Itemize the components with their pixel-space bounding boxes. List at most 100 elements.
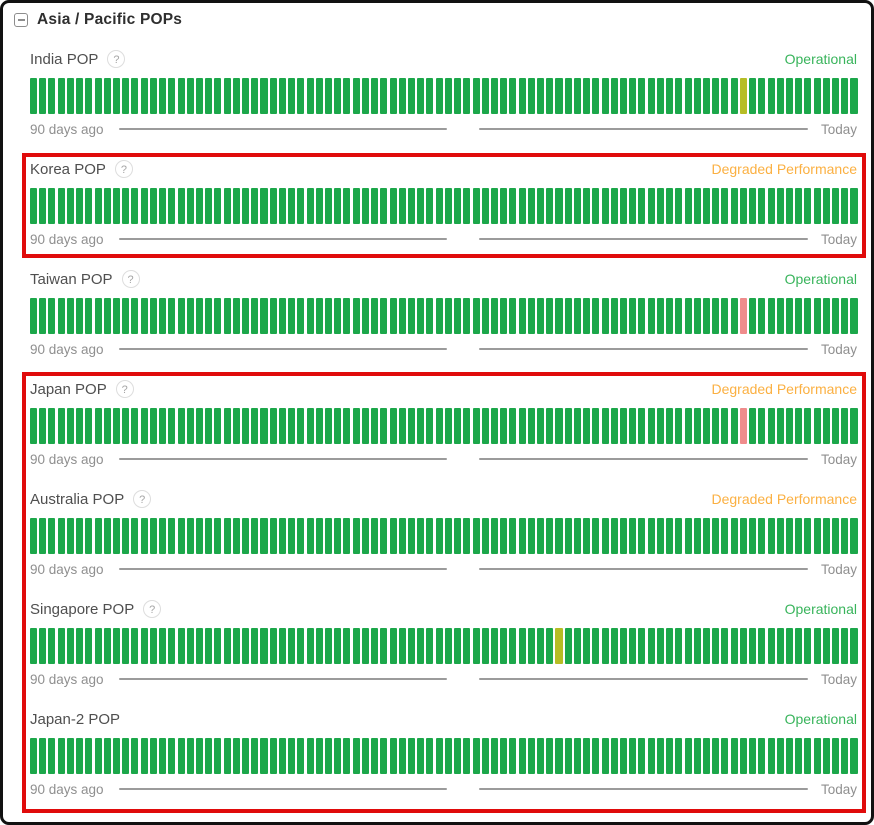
uptime-day-bar[interactable]: [481, 518, 489, 554]
uptime-day-bar[interactable]: [601, 298, 609, 334]
uptime-day-bar[interactable]: [343, 628, 351, 664]
uptime-day-bar[interactable]: [168, 408, 176, 444]
uptime-day-bar[interactable]: [85, 298, 93, 334]
uptime-day-bar[interactable]: [785, 628, 793, 664]
uptime-day-bar[interactable]: [435, 298, 443, 334]
uptime-day-bar[interactable]: [251, 188, 259, 224]
uptime-day-bar[interactable]: [407, 738, 415, 774]
uptime-day-bar[interactable]: [140, 408, 148, 444]
uptime-day-bar[interactable]: [749, 188, 757, 224]
uptime-day-bar[interactable]: [85, 628, 93, 664]
uptime-day-bar[interactable]: [112, 298, 120, 334]
uptime-day-bar[interactable]: [804, 408, 812, 444]
uptime-day-bar[interactable]: [583, 628, 591, 664]
uptime-day-bar[interactable]: [389, 738, 397, 774]
uptime-day-bar[interactable]: [721, 188, 729, 224]
uptime-day-bar[interactable]: [214, 78, 222, 114]
uptime-day-bar[interactable]: [813, 738, 821, 774]
uptime-day-bar[interactable]: [822, 408, 830, 444]
uptime-day-bar[interactable]: [684, 628, 692, 664]
uptime-day-bar[interactable]: [278, 738, 286, 774]
uptime-day-bar[interactable]: [620, 408, 628, 444]
uptime-day-bar[interactable]: [841, 408, 849, 444]
uptime-day-bar[interactable]: [315, 628, 323, 664]
uptime-day-bar[interactable]: [481, 408, 489, 444]
uptime-day-bar[interactable]: [103, 408, 111, 444]
uptime-day-bar[interactable]: [251, 628, 259, 664]
uptime-day-bar[interactable]: [629, 738, 637, 774]
uptime-day-bar[interactable]: [813, 188, 821, 224]
uptime-day-bar[interactable]: [693, 298, 701, 334]
uptime-day-bar[interactable]: [509, 738, 517, 774]
uptime-day-bar[interactable]: [417, 188, 425, 224]
uptime-day-bar[interactable]: [205, 408, 213, 444]
uptime-day-bar[interactable]: [251, 408, 259, 444]
uptime-day-bar[interactable]: [297, 188, 305, 224]
uptime-day-bar[interactable]: [306, 738, 314, 774]
uptime-day-bar[interactable]: [675, 738, 683, 774]
uptime-day-bar[interactable]: [463, 518, 471, 554]
uptime-day-bar[interactable]: [490, 298, 498, 334]
uptime-day-bar[interactable]: [103, 298, 111, 334]
uptime-day-bar[interactable]: [112, 408, 120, 444]
uptime-day-bar[interactable]: [398, 408, 406, 444]
uptime-day-bar[interactable]: [702, 188, 710, 224]
uptime-day-bar[interactable]: [776, 628, 784, 664]
uptime-day-bar[interactable]: [454, 78, 462, 114]
uptime-day-bar[interactable]: [389, 628, 397, 664]
uptime-day-bar[interactable]: [297, 298, 305, 334]
uptime-day-bar[interactable]: [546, 408, 554, 444]
uptime-day-bar[interactable]: [39, 298, 47, 334]
uptime-day-bar[interactable]: [85, 188, 93, 224]
uptime-day-bar[interactable]: [509, 78, 517, 114]
uptime-day-bar[interactable]: [334, 78, 342, 114]
uptime-day-bar[interactable]: [297, 408, 305, 444]
uptime-day-bar[interactable]: [76, 518, 84, 554]
uptime-day-bar[interactable]: [463, 738, 471, 774]
uptime-day-bar[interactable]: [131, 518, 139, 554]
uptime-day-bar[interactable]: [223, 408, 231, 444]
uptime-day-bar[interactable]: [297, 518, 305, 554]
uptime-day-bar[interactable]: [684, 518, 692, 554]
uptime-day-bar[interactable]: [214, 628, 222, 664]
uptime-day-bar[interactable]: [785, 78, 793, 114]
uptime-day-bar[interactable]: [232, 408, 240, 444]
uptime-day-bar[interactable]: [76, 188, 84, 224]
uptime-day-bar[interactable]: [564, 518, 572, 554]
uptime-day-bar[interactable]: [122, 518, 130, 554]
uptime-day-bar[interactable]: [610, 518, 618, 554]
uptime-day-bar[interactable]: [721, 518, 729, 554]
uptime-day-bar[interactable]: [555, 738, 563, 774]
uptime-day-bar[interactable]: [490, 518, 498, 554]
uptime-day-bar[interactable]: [30, 78, 38, 114]
uptime-day-bar[interactable]: [573, 738, 581, 774]
uptime-day-bar[interactable]: [48, 738, 56, 774]
uptime-day-bar[interactable]: [675, 408, 683, 444]
uptime-day-bar[interactable]: [758, 738, 766, 774]
uptime-day-bar[interactable]: [537, 78, 545, 114]
uptime-day-bar[interactable]: [527, 628, 535, 664]
uptime-day-bar[interactable]: [472, 298, 480, 334]
uptime-day-bar[interactable]: [251, 518, 259, 554]
uptime-day-bar[interactable]: [85, 738, 93, 774]
uptime-day-bar[interactable]: [315, 518, 323, 554]
uptime-day-bar[interactable]: [214, 298, 222, 334]
uptime-day-bar[interactable]: [389, 78, 397, 114]
uptime-day-bar[interactable]: [454, 408, 462, 444]
uptime-day-bar[interactable]: [721, 628, 729, 664]
uptime-day-bar[interactable]: [334, 518, 342, 554]
uptime-day-bar[interactable]: [527, 188, 535, 224]
uptime-day-bar[interactable]: [48, 518, 56, 554]
uptime-day-bar[interactable]: [435, 738, 443, 774]
uptime-day-bar[interactable]: [712, 408, 720, 444]
uptime-day-bar[interactable]: [749, 408, 757, 444]
uptime-day-bar[interactable]: [481, 738, 489, 774]
uptime-day-bar[interactable]: [389, 408, 397, 444]
help-icon[interactable]: ?: [133, 490, 152, 508]
uptime-day-bar[interactable]: [444, 628, 452, 664]
uptime-day-bar[interactable]: [620, 298, 628, 334]
uptime-day-bar[interactable]: [389, 188, 397, 224]
uptime-day-bar[interactable]: [509, 298, 517, 334]
uptime-day-bar[interactable]: [85, 518, 93, 554]
uptime-day-bar[interactable]: [463, 298, 471, 334]
